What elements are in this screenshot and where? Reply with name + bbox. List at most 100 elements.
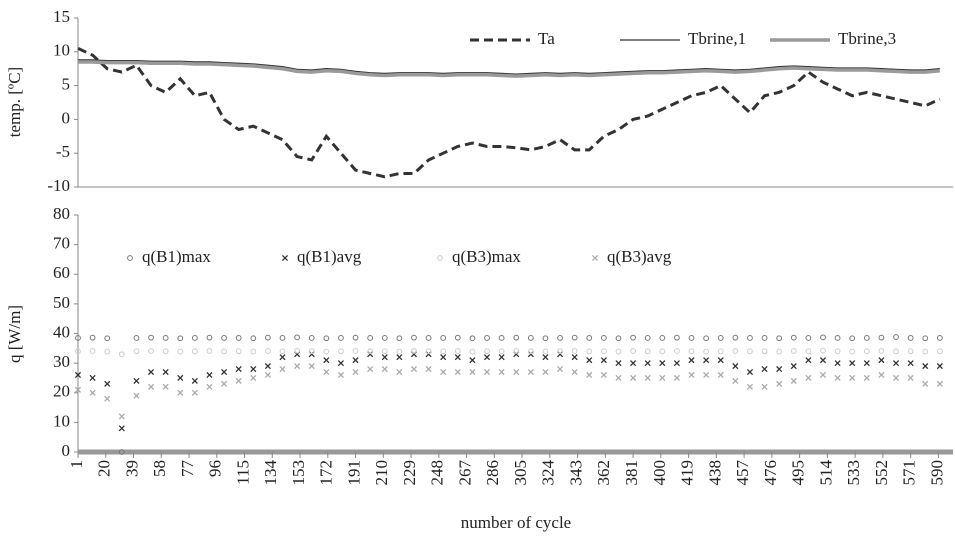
marker [688,348,695,355]
marker [644,335,651,341]
marker [761,348,768,355]
marker [104,395,111,402]
marker [659,348,666,355]
marker [630,374,637,381]
marker [776,365,783,373]
marker [600,371,607,379]
marker [118,449,125,455]
marker [440,348,447,355]
marker [922,335,929,342]
marker [732,334,739,341]
x-axis-title: number of cycle [461,513,571,532]
marker [454,354,461,361]
marker [805,335,812,341]
marker [454,348,461,354]
marker [922,380,929,387]
marker [717,348,724,355]
marker [892,374,900,381]
marker [936,335,943,341]
marker [367,348,374,355]
legend-label: q(B3)max [452,247,521,266]
marker [863,335,870,341]
marker [498,354,505,361]
marker [907,360,914,367]
marker [411,348,417,354]
marker [586,348,593,355]
marker [381,365,388,373]
marker [118,413,125,420]
marker [936,363,943,370]
marker [659,360,666,367]
marker [367,365,374,373]
marker [147,383,155,390]
line [77,47,941,179]
marker [323,348,330,355]
marker [89,389,96,396]
marker [703,348,710,355]
marker [527,348,534,355]
x-tick-label: 248 [428,460,447,486]
marker [337,360,344,367]
marker [104,380,111,387]
marker [308,348,315,355]
marker [571,354,578,361]
marker [717,357,724,364]
x-tick-label: 476 [761,460,780,486]
marker [834,360,841,367]
marker [294,347,301,354]
marker [337,371,344,379]
marker [600,335,607,341]
marker [556,365,564,373]
marker [206,334,213,341]
marker [352,334,359,341]
marker [571,334,578,341]
marker [221,335,227,341]
marker [74,386,82,393]
marker [74,371,82,379]
marker [878,334,885,341]
marker [498,368,505,376]
x-tick-label: 210 [372,460,391,486]
marker [279,354,286,361]
marker [498,348,505,355]
y-tick-label: 10 [53,411,70,430]
marker [834,374,841,381]
marker [863,348,870,355]
x-tick-label: 286 [483,460,502,486]
marker [922,348,929,355]
marker [75,348,81,355]
marker [805,348,812,355]
marker [206,371,213,379]
marker [820,334,826,341]
marker [206,383,213,390]
marker [352,348,359,354]
x-tick-label: 39 [122,460,141,477]
x-tick-label: 172 [317,460,336,486]
marker [513,368,520,376]
marker [688,357,695,364]
marker [221,380,228,387]
marker [323,368,330,376]
x-tick-label: 153 [289,460,308,486]
marker [849,360,856,367]
marker [878,371,885,379]
marker [820,347,826,354]
marker [688,335,695,341]
y-tick-label: 5 [62,75,71,94]
marker [469,348,476,355]
line [78,60,941,78]
marker [221,368,228,376]
marker [396,335,403,342]
line [78,59,940,75]
marker [118,425,125,432]
marker [483,368,491,376]
marker [250,335,257,342]
x-tick-label: 343 [566,460,585,486]
marker [396,354,403,361]
marker [177,348,184,355]
marker [761,335,768,341]
marker [177,389,184,396]
marker [542,368,549,376]
marker [922,363,929,370]
marker [513,348,520,354]
